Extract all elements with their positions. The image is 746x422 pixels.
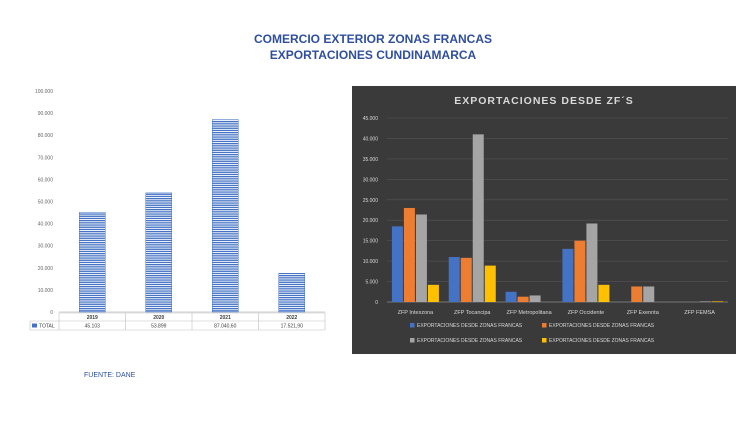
legend-label: EXPORTACIONES DESDE ZONAS FRANCAS bbox=[549, 323, 655, 329]
zf-exports-chart: EXPORTACIONES DESDE ZF´S 0 5.000 10.000 15.… bbox=[363, 95, 728, 344]
y-tick-label: 10.000 bbox=[363, 259, 379, 265]
y-tick-label: 70.000 bbox=[38, 155, 54, 161]
bar-2022 bbox=[278, 273, 305, 313]
table-value-2022: 17.521,90 bbox=[281, 324, 303, 330]
legend-swatch bbox=[542, 338, 547, 343]
y-tick-label: 20.000 bbox=[38, 266, 54, 272]
y-tick-label: 15.000 bbox=[363, 239, 379, 245]
x-category-label: ZFP Exennta bbox=[627, 310, 660, 316]
bar-4-1 bbox=[484, 265, 496, 302]
chart-title-line1: COMERCIO EXTERIOR ZONAS FRANCAS bbox=[253, 32, 492, 46]
bar-2020 bbox=[145, 192, 172, 313]
bar-1-3 bbox=[562, 248, 574, 302]
y-tick-label: 45.000 bbox=[363, 116, 379, 122]
yearly-exports-chart: 0 10.000 20.000 30.000 40.000 50.000 60.000 70.… bbox=[29, 89, 326, 331]
bar-3-5 bbox=[700, 301, 712, 302]
table-header-2019: 2019 bbox=[87, 315, 98, 321]
legend-label: EXPORTACIONES DESDE ZONAS FRANCAS bbox=[549, 338, 655, 344]
y-tick-label: 30.000 bbox=[38, 244, 54, 250]
bar-4-5 bbox=[712, 301, 724, 302]
x-category-label: ZFP Tocancipa bbox=[454, 310, 491, 316]
table-header-2020: 2020 bbox=[153, 315, 164, 321]
table-header-2022: 2022 bbox=[286, 315, 297, 321]
bar-2019 bbox=[79, 212, 106, 313]
bar-2-4 bbox=[631, 286, 643, 302]
y-tick-label: 100.000 bbox=[35, 89, 53, 95]
bar-3-3 bbox=[586, 223, 598, 302]
chart-title-line2: EXPORTACIONES CUNDINAMARCA bbox=[269, 48, 477, 62]
y-tick-label: 50.000 bbox=[38, 200, 54, 206]
table-header-2021: 2021 bbox=[220, 315, 231, 321]
bar-3-2 bbox=[529, 295, 541, 302]
table-value-2021: 87.040,60 bbox=[214, 324, 236, 330]
bar-2-2 bbox=[517, 296, 529, 302]
bar-2-0 bbox=[403, 207, 415, 302]
y-tick-label: 0 bbox=[375, 300, 378, 306]
legend-swatch bbox=[410, 338, 415, 343]
y-tick-label: 40.000 bbox=[363, 136, 379, 142]
table-value-2019: 45.103 bbox=[85, 324, 101, 330]
x-category-label: ZFP Intexzona bbox=[398, 310, 435, 316]
x-category-label: ZFP Occidente bbox=[568, 310, 605, 316]
bar-1-1 bbox=[448, 257, 460, 302]
y-tick-label: 20.000 bbox=[363, 218, 379, 224]
y-tick-label: 10.000 bbox=[38, 288, 54, 294]
legend-swatch-total bbox=[32, 323, 37, 328]
x-category-label: ZFP FEMSA bbox=[684, 310, 715, 316]
x-category-label: ZFP Metropolitana bbox=[507, 310, 553, 316]
bar-1-0 bbox=[391, 226, 403, 302]
bar-2-1 bbox=[460, 257, 472, 302]
source-note: FUENTE: DANE bbox=[84, 372, 136, 379]
y-tick-label: 30.000 bbox=[363, 177, 379, 183]
zf-chart-title: EXPORTACIONES DESDE ZF´S bbox=[454, 95, 634, 107]
legend-swatch bbox=[410, 323, 415, 328]
legend-label: EXPORTACIONES DESDE ZONAS FRANCAS bbox=[417, 338, 523, 344]
bar-3-0 bbox=[415, 214, 427, 302]
bar-3-1 bbox=[472, 134, 484, 302]
bar-4-0 bbox=[427, 284, 439, 302]
bar-4-3 bbox=[598, 284, 610, 302]
bar-2-3 bbox=[574, 240, 586, 302]
y-tick-label: 35.000 bbox=[363, 157, 379, 163]
y-tick-label: 60.000 bbox=[38, 177, 54, 183]
y-tick-label: 40.000 bbox=[38, 222, 54, 228]
legend-swatch bbox=[542, 323, 547, 328]
y-tick-label: 25.000 bbox=[363, 198, 379, 204]
bar-3-4 bbox=[643, 286, 655, 302]
y-tick-label: 0 bbox=[50, 310, 53, 316]
y-tick-label: 5.000 bbox=[365, 280, 378, 286]
y-tick-label: 80.000 bbox=[38, 133, 54, 139]
legend-label-total: TOTAL bbox=[39, 324, 55, 330]
y-tick-label: 90.000 bbox=[38, 111, 54, 117]
bar-2021 bbox=[212, 119, 239, 313]
legend-label: EXPORTACIONES DESDE ZONAS FRANCAS bbox=[417, 323, 523, 329]
bar-1-2 bbox=[505, 291, 517, 302]
table-value-2020: 53.899 bbox=[151, 324, 167, 330]
